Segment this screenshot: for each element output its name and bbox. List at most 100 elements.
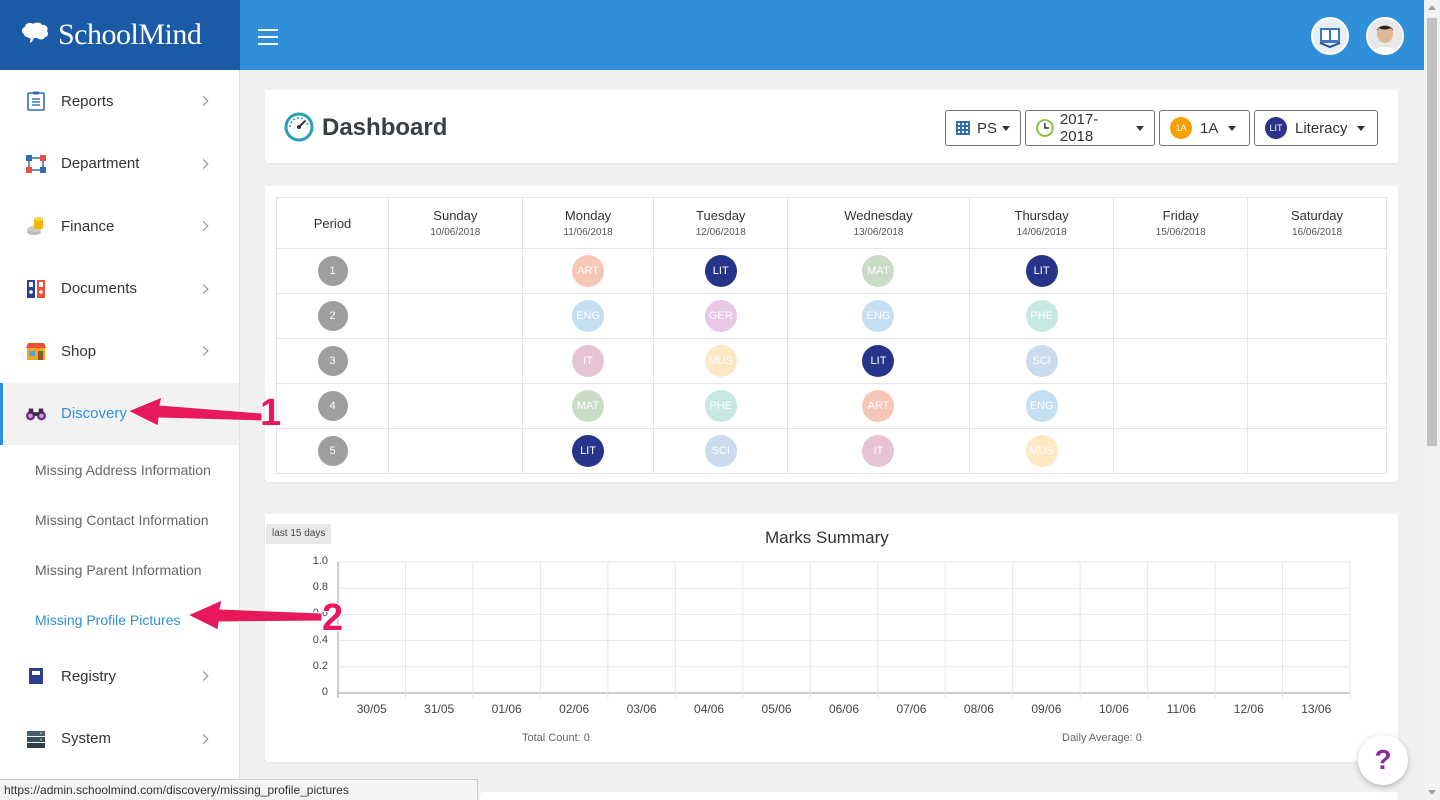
x-tick-label: 05/06 [761, 702, 792, 716]
subject-badge[interactable]: LIT [572, 435, 605, 467]
timetable-cell[interactable]: ENG [521, 293, 655, 339]
timetable-cell[interactable]: SCI [653, 428, 789, 474]
school-avatar[interactable] [1311, 17, 1349, 55]
sidebar-subitem-missing-address[interactable]: Missing Address Information [35, 462, 211, 478]
scroll-up-icon[interactable] [1428, 5, 1436, 10]
timetable-header-day: Thursday 14/06/2018 [968, 197, 1115, 249]
subject-badge[interactable]: PHE [1025, 300, 1058, 332]
chart-title: Marks Summary [765, 528, 889, 547]
timetable-cell[interactable]: PHE [968, 293, 1115, 339]
timetable: Period Sunday 10/06/2018 Monday 11/06/2018 T… [276, 197, 1387, 474]
timetable-cell[interactable]: LIT [968, 248, 1115, 294]
x-tick-label: 12/06 [1233, 702, 1264, 716]
class-dropdown-value: 1A [1200, 119, 1219, 137]
timetable-cell [1113, 428, 1249, 474]
annotation-label-1: 1 [260, 392, 282, 434]
scrollbar-thumb[interactable] [1427, 18, 1437, 446]
timetable-header-day: Tuesday 12/06/2018 [653, 197, 789, 249]
subject-badge[interactable]: MUS [704, 345, 737, 377]
class-badge: 1A [1170, 117, 1192, 139]
subject-badge[interactable]: ART [862, 390, 895, 422]
timetable-cell[interactable]: ENG [968, 383, 1115, 429]
timetable-cell[interactable]: IT [521, 338, 655, 384]
y-tick-label: 0 [321, 686, 328, 698]
y-tick-label: 0.4 [312, 633, 328, 646]
x-tick-label: 03/06 [626, 702, 657, 716]
timetable-cell[interactable]: ART [521, 248, 655, 294]
sidebar-item-finance[interactable]: Finance [0, 195, 239, 258]
day-date: 16/06/2018 [1292, 227, 1343, 238]
caret-down-icon [1228, 125, 1237, 131]
server-icon [26, 729, 46, 749]
timetable-cell [388, 248, 523, 294]
menu-toggle-icon[interactable] [258, 29, 278, 45]
timetable-cell [1113, 383, 1249, 429]
sidebar-subitem-missing-profile-pictures[interactable]: Missing Profile Pictures [35, 612, 181, 628]
sidebar-item-department[interactable]: Department [0, 133, 239, 196]
subject-badge[interactable]: ENG [862, 300, 895, 332]
year-dropdown[interactable]: 2017-2018 [1025, 110, 1155, 146]
subject-badge[interactable]: SCI [704, 435, 737, 467]
timetable-cell[interactable]: MUS [653, 338, 789, 384]
y-tick-label: 0.8 [312, 581, 328, 594]
timetable-cell[interactable]: GER [653, 293, 789, 339]
subject-badge[interactable]: ENG [572, 300, 605, 332]
sidebar-item-discovery[interactable]: Discovery [0, 382, 239, 445]
sidebar-item-label: Shop [61, 342, 97, 360]
logo[interactable]: SchoolMind [0, 0, 240, 70]
sidebar-item-shop[interactable]: Shop [0, 320, 239, 383]
subject-badge[interactable]: LIT [862, 345, 895, 377]
timetable-header-day: Sunday 10/06/2018 [388, 197, 523, 249]
subject-badge[interactable]: IT [862, 435, 895, 467]
sidebar-item-system[interactable]: System [0, 708, 239, 771]
sidebar-item-label: Department [61, 155, 140, 173]
school-dropdown[interactable]: PS [945, 110, 1021, 146]
day-name: Tuesday [696, 208, 746, 223]
subject-badge[interactable]: ART [572, 255, 605, 287]
timetable-cell[interactable]: LIT [653, 248, 789, 294]
subject-badge[interactable]: MUS [1025, 435, 1058, 467]
timetable-cell[interactable]: ENG [787, 293, 970, 339]
timetable-row: 1 ART LIT MAT LIT [276, 248, 1387, 294]
subject-badge[interactable]: GER [704, 300, 737, 332]
subject-badge[interactable]: LIT [1025, 255, 1058, 287]
user-avatar[interactable] [1366, 17, 1404, 55]
timetable-cell[interactable]: LIT [787, 338, 970, 384]
chevron-right-icon [198, 96, 209, 107]
timetable-cell[interactable]: IT [787, 428, 970, 474]
chevron-right-icon [198, 346, 209, 357]
subject-badge[interactable]: MAT [862, 255, 895, 287]
timetable-cell[interactable]: LIT [521, 428, 655, 474]
x-tick-label: 10/06 [1098, 702, 1129, 716]
class-dropdown[interactable]: 1A 1A [1159, 110, 1250, 146]
subject-badge[interactable]: MAT [572, 390, 605, 422]
timetable-cell[interactable]: SCI [968, 338, 1115, 384]
period-cell: 3 [276, 338, 389, 384]
timetable-cell [1247, 428, 1387, 474]
timetable-cell[interactable]: MAT [787, 248, 970, 294]
subject-badge[interactable]: ENG [1025, 390, 1058, 422]
timetable-cell [1247, 248, 1387, 294]
daily-average: Daily Average: 0 [1062, 732, 1142, 744]
day-date: 10/06/2018 [430, 227, 481, 238]
subject-badge[interactable]: SCI [1025, 345, 1058, 377]
sidebar-item-registry[interactable]: Registry [0, 645, 239, 708]
timetable-cell[interactable]: MUS [968, 428, 1115, 474]
sidebar-subitem-missing-parent[interactable]: Missing Parent Information [35, 562, 202, 578]
timetable-cell[interactable]: ART [787, 383, 970, 429]
subject-badge[interactable]: PHE [704, 390, 737, 422]
subject-dropdown[interactable]: LIT Literacy [1254, 110, 1378, 146]
scroll-down-icon[interactable] [1428, 790, 1436, 795]
page-title: Dashboard [322, 114, 448, 141]
timetable-cell[interactable]: PHE [653, 383, 789, 429]
sidebar-item-documents[interactable]: Documents [0, 258, 239, 321]
sidebar-item-reports[interactable]: Reports [0, 70, 239, 133]
page-scrollbar[interactable] [1424, 0, 1440, 800]
timetable-cell[interactable]: MAT [521, 383, 655, 429]
subject-badge[interactable]: IT [572, 345, 605, 377]
help-button[interactable]: ? [1358, 735, 1408, 785]
subject-badge[interactable]: LIT [704, 255, 737, 287]
sidebar-subitem-missing-contact[interactable]: Missing Contact Information [35, 512, 209, 528]
caret-down-icon [1002, 125, 1010, 131]
timetable-cell [1247, 383, 1387, 429]
